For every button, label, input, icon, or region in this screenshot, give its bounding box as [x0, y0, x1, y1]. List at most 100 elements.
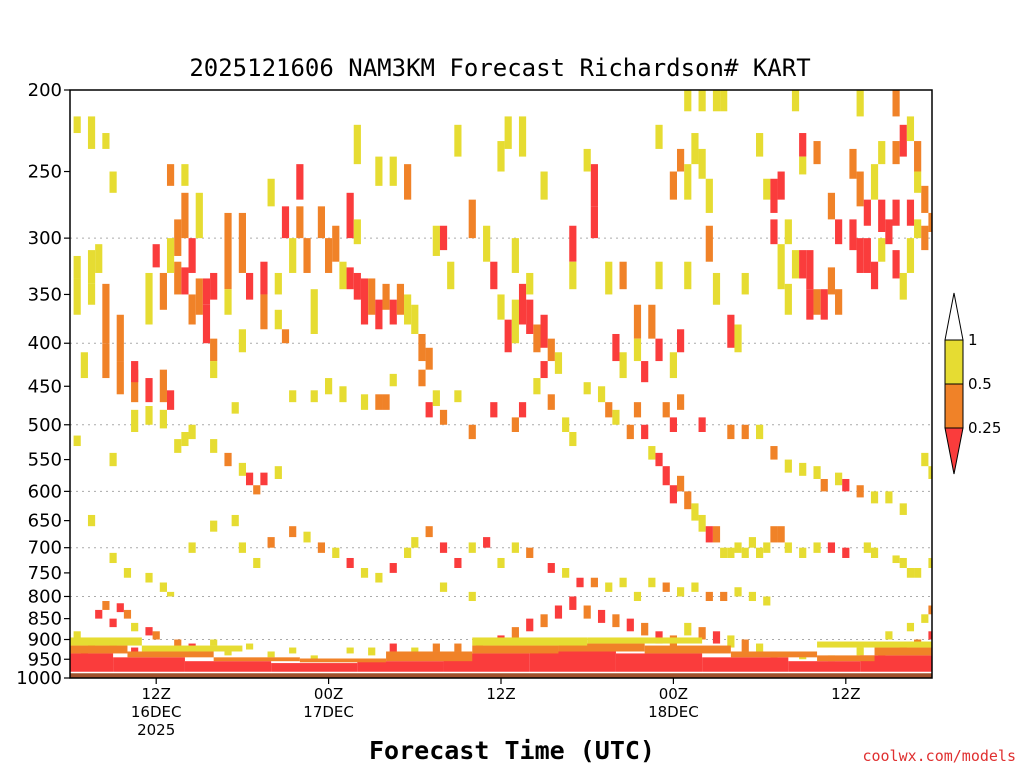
ri-cell	[547, 563, 555, 573]
ri-cell	[454, 557, 462, 568]
ri-cell	[411, 647, 419, 656]
ground-layer	[70, 671, 932, 678]
ri-cell	[368, 278, 376, 315]
legend-label: 0.25	[968, 419, 1001, 437]
ri-cell	[870, 491, 879, 504]
ri-cell	[253, 557, 261, 568]
ri-cell	[166, 238, 175, 273]
ri-cell	[310, 289, 318, 334]
ri-cell	[87, 116, 96, 149]
ri-cell	[763, 542, 771, 553]
ri-cell	[238, 542, 246, 553]
ri-cell	[777, 244, 785, 290]
ri-cell	[727, 547, 735, 558]
ri-cell	[310, 390, 318, 403]
ri-cell	[303, 238, 311, 273]
y-tick-label: 600	[28, 481, 62, 502]
y-tick-label: 950	[28, 649, 62, 670]
ri-low-layer	[299, 658, 387, 663]
ri-cell	[698, 148, 706, 179]
ri-cell	[368, 647, 376, 656]
ri-cell	[698, 627, 706, 640]
ri-cell	[892, 555, 900, 564]
ri-cell	[799, 547, 807, 558]
ri-cell	[633, 304, 642, 339]
ri-cell	[770, 526, 778, 543]
ri-cell	[346, 192, 354, 239]
ri-cell	[770, 219, 778, 245]
ri-cell	[432, 643, 440, 652]
ri-cell	[856, 90, 864, 117]
ri-cell	[906, 622, 915, 632]
y-tick-label: 700	[28, 538, 62, 559]
ri-cell	[899, 272, 907, 300]
ri-cell	[310, 655, 318, 662]
ri-cell	[188, 424, 196, 440]
ri-cell	[906, 199, 915, 226]
ri-cell	[289, 526, 297, 538]
ri-cell	[741, 424, 749, 440]
ri-cell	[777, 171, 785, 200]
ri-cell	[202, 304, 211, 344]
ri-cell	[770, 178, 778, 213]
ri-cell	[863, 238, 871, 273]
ri-cell	[195, 192, 203, 239]
ri-cell	[504, 116, 512, 149]
ri-cell	[181, 431, 189, 447]
ri-cell	[317, 542, 326, 553]
ri-cell	[813, 466, 821, 479]
ri-cell	[712, 526, 721, 543]
ri-low-layer	[702, 657, 789, 673]
ri-cell	[878, 199, 886, 232]
ri-cell	[590, 577, 598, 588]
ri-cell	[296, 206, 304, 239]
y-tick-label: 750	[28, 563, 62, 584]
ri-cell	[439, 542, 448, 553]
ri-cell	[131, 369, 139, 403]
y-tick-label: 550	[28, 450, 62, 471]
ri-cell	[892, 90, 900, 117]
ri-cell	[799, 133, 807, 157]
ri-cell	[102, 601, 110, 610]
ri-cell	[353, 124, 361, 165]
ri-cell	[863, 542, 871, 553]
ri-cell	[554, 605, 563, 619]
ri-cell	[791, 250, 800, 279]
ri-cell	[597, 609, 606, 623]
ri-cell	[518, 283, 527, 325]
y-tick-label: 450	[28, 376, 62, 397]
ri-cell	[346, 557, 354, 568]
ri-cell	[325, 238, 333, 273]
ri-cell	[73, 278, 81, 315]
ri-cell	[784, 219, 792, 245]
ri-cell	[813, 542, 821, 553]
ri-cell	[612, 409, 620, 425]
ri-cell	[684, 622, 692, 636]
ri-cell	[425, 347, 433, 370]
ri-cell	[662, 582, 670, 592]
ri-cell	[870, 261, 879, 290]
ri-cell	[605, 582, 613, 592]
ri-cell	[231, 514, 239, 527]
ri-cell	[396, 283, 405, 315]
ri-cell	[497, 557, 505, 568]
ri-cell	[756, 424, 764, 440]
ri-cell	[633, 402, 642, 418]
ri-cell	[389, 299, 397, 325]
ri-cell	[267, 651, 275, 658]
ri-cell	[562, 567, 570, 578]
ri-cell	[626, 424, 634, 440]
ri-cell	[720, 591, 728, 602]
ri-low-layer	[860, 655, 932, 673]
ri-cell	[583, 148, 591, 172]
ri-cell	[669, 171, 677, 200]
ri-cell	[655, 261, 663, 290]
ri-cell	[914, 567, 922, 578]
ri-cell	[102, 343, 110, 379]
ri-cell	[827, 542, 836, 553]
ri-cell	[511, 417, 519, 432]
ri-cell	[346, 647, 354, 654]
x-tick-label: 16DEC	[131, 703, 182, 721]
ri-cell	[289, 238, 297, 273]
ri-cell	[468, 591, 476, 602]
